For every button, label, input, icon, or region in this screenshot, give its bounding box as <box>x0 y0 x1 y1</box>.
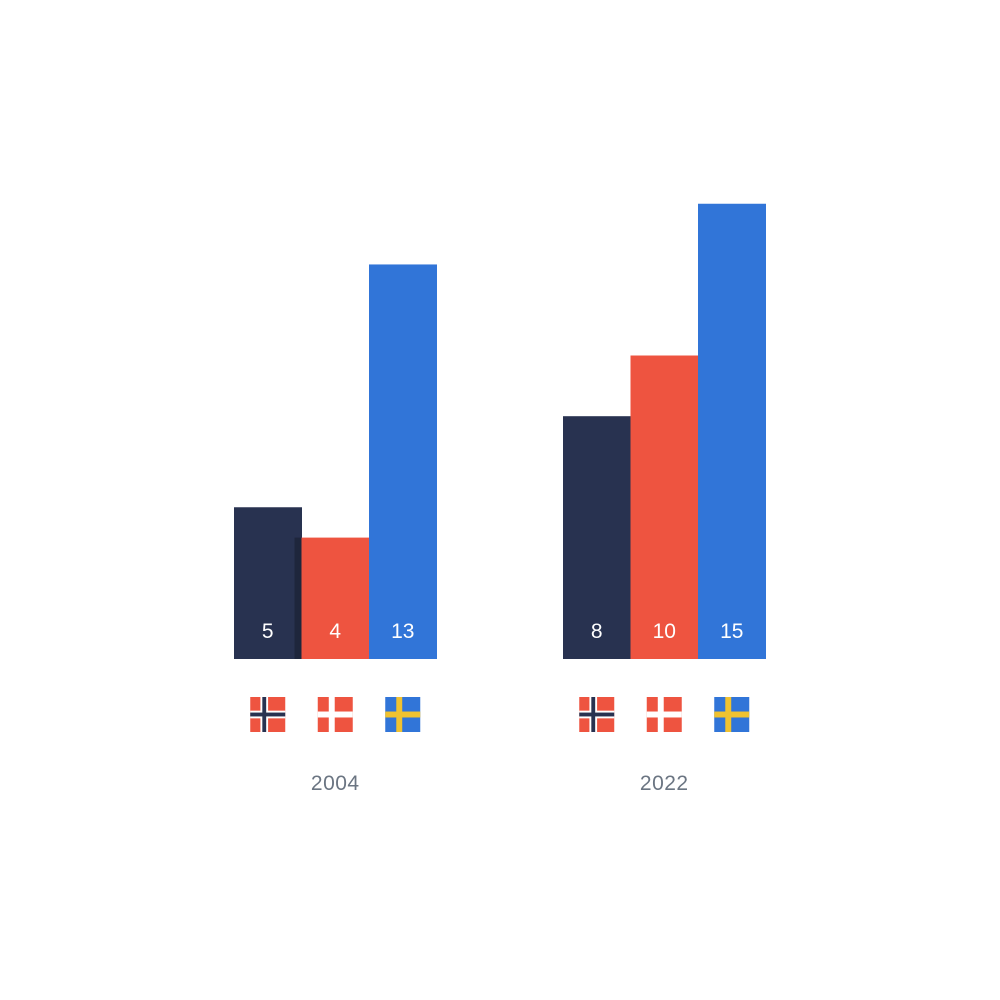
bar-denmark-2022 <box>630 355 699 659</box>
bar-sweden-2022 <box>698 203 766 659</box>
denmark-flag-icon <box>317 697 353 732</box>
sweden-flag-icon <box>385 697 421 732</box>
denmark-flag-icon <box>646 697 682 732</box>
flag-cross-horizontal <box>317 711 353 718</box>
bar-value-label: 13 <box>391 620 414 643</box>
bar-denmark-2004 <box>301 537 370 659</box>
bar-value-label: 8 <box>591 620 603 643</box>
bar-shadow <box>294 537 302 659</box>
flag-cross-horizontal <box>714 711 750 718</box>
sweden-flag-icon <box>714 697 750 732</box>
bar-norway-2004 <box>234 507 302 659</box>
bar-value-label: 15 <box>720 620 743 643</box>
flag-cross-horizontal <box>579 712 615 717</box>
norway-flag-icon <box>250 697 286 732</box>
category-label: 2022 <box>640 772 689 795</box>
bar-norway-2022 <box>563 416 631 659</box>
bar-group-2004: 5 4 13 2004 <box>234 264 437 795</box>
flag-cross-horizontal <box>646 711 682 718</box>
flag-cross-horizontal <box>385 711 421 718</box>
bar-value-label: 10 <box>653 620 676 643</box>
norway-flag-icon <box>579 697 615 732</box>
flag-cross-horizontal <box>250 712 286 717</box>
bar-sweden-2004 <box>369 264 437 659</box>
category-label: 2004 <box>311 772 360 795</box>
bar-value-label: 5 <box>262 620 274 643</box>
bar-value-label: 4 <box>329 620 341 643</box>
